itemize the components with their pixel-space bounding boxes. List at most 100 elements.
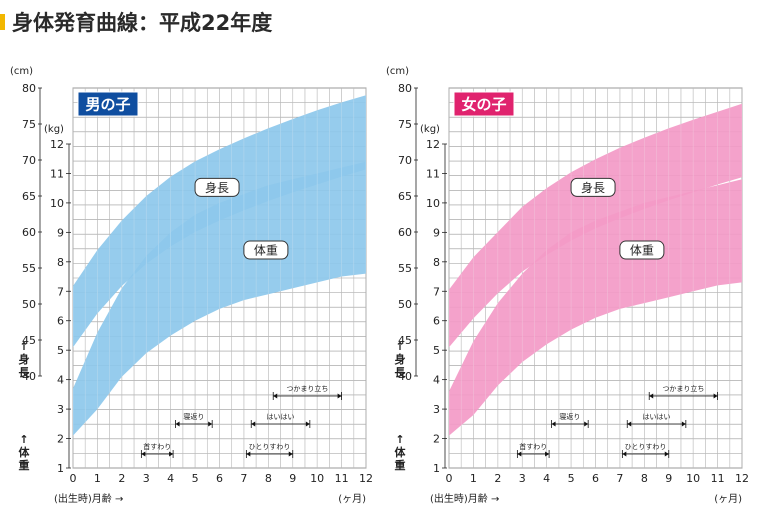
milestone-arrow-right	[208, 421, 213, 427]
milestone-arrow-left	[141, 451, 146, 457]
height-tick-label: 60	[398, 226, 412, 239]
height-tick-label: 70	[398, 154, 412, 167]
weight-unit: (kg)	[44, 124, 64, 135]
height-unit: (cm)	[386, 66, 409, 77]
milestone-arrow-right	[337, 393, 342, 399]
milestone-label: つかまり立ち	[286, 384, 328, 393]
x-tick-label: 5	[568, 472, 575, 485]
weight-tick-label: 3	[433, 403, 440, 416]
weight-tick-label: 11	[426, 167, 440, 180]
weight-tick-label: 10	[426, 197, 440, 210]
weight-tick-label: 11	[50, 167, 64, 180]
x-axis-title: (出生時)月齢 →	[430, 492, 499, 505]
milestone-arrow-left	[622, 451, 627, 457]
weight-tick-label: 7	[433, 285, 440, 298]
weight-tick-label: 4	[57, 374, 64, 387]
height-tick-label: 80	[398, 82, 412, 95]
badge-label: 男の子	[85, 96, 130, 114]
milestone-arrow-left	[273, 393, 278, 399]
height-band-label-box	[570, 177, 616, 197]
height-tick-label: 65	[398, 190, 412, 203]
weight-tick-label: 2	[433, 433, 440, 446]
milestone-arrow-left	[649, 393, 654, 399]
x-tick-label: 11	[335, 472, 349, 485]
weight-tick-label: 9	[57, 226, 64, 239]
height-axis-title: 長	[395, 366, 407, 379]
milestone-label: 寝返り	[183, 412, 204, 421]
milestone-label: はいはい	[267, 413, 295, 421]
weight-tick-label: 8	[57, 256, 64, 269]
x-axis-title: (出生時)月齢 →	[54, 492, 123, 505]
height-unit: (cm)	[10, 66, 33, 77]
x-tick-label: 8	[265, 472, 272, 485]
x-tick-label: 9	[289, 472, 296, 485]
boys-growth-chart: 身長体重男の子(cm)404550556065707580(kg)1234567…	[10, 66, 372, 505]
x-tick-label: 2	[118, 472, 125, 485]
milestone-label: ひとりすわり	[625, 443, 667, 451]
x-tick-label: 12	[359, 472, 372, 485]
height-tick-label: 55	[398, 262, 412, 275]
height-band-label: 身長	[581, 180, 605, 195]
weight-tick-label: 4	[433, 374, 440, 387]
weight-axis-title: 体	[19, 445, 31, 459]
milestone-arrow-left	[175, 421, 180, 427]
milestone-arrow-right	[288, 451, 293, 457]
weight-axis-title: 重	[395, 458, 406, 472]
title-bar: 身体発育曲線：平成22年度	[0, 4, 768, 35]
x-tick-label: 1	[94, 472, 101, 485]
girls-growth-chart: 身長体重女の子(cm)404550556065707580(kg)1234567…	[386, 66, 748, 505]
milestone-arrow-right	[169, 451, 174, 457]
milestone-arrow-left	[246, 451, 251, 457]
height-tick-label: 80	[22, 82, 36, 95]
weight-tick-label: 1	[57, 462, 64, 475]
height-tick-label: 45	[398, 334, 412, 347]
milestone-arrow-right	[545, 451, 550, 457]
height-axis-title: 身	[395, 352, 406, 366]
x-tick-label: 0	[70, 472, 77, 485]
milestone-arrow-left	[517, 451, 522, 457]
weight-tick-label: 5	[433, 344, 440, 357]
x-tick-label: 11	[711, 472, 725, 485]
height-tick-label: 60	[22, 226, 36, 239]
weight-tick-label: 3	[57, 403, 64, 416]
milestone-arrow-right	[305, 421, 310, 427]
x-tick-label: 0	[446, 472, 453, 485]
milestone-arrow-right	[681, 421, 686, 427]
x-tick-label: 12	[735, 472, 748, 485]
x-tick-label: 8	[641, 472, 648, 485]
height-band-label-box	[194, 177, 240, 197]
height-tick-label: 50	[22, 298, 36, 311]
height-axis-title: 長	[19, 366, 31, 379]
height-axis-title: ↑	[395, 340, 404, 353]
weight-band	[73, 161, 366, 436]
weight-axis-title: ↑	[395, 433, 404, 446]
x-unit: (ヶ月)	[338, 493, 366, 505]
title-accent-mark	[0, 14, 5, 30]
height-band	[73, 95, 366, 348]
x-tick-label: 4	[167, 472, 174, 485]
height-tick-label: 75	[398, 118, 412, 131]
milestone-arrow-right	[713, 393, 718, 399]
weight-tick-label: 10	[50, 197, 64, 210]
weight-tick-label: 8	[433, 256, 440, 269]
x-tick-label: 3	[143, 472, 150, 485]
height-tick-label: 50	[398, 298, 412, 311]
height-tick-label: 40	[398, 370, 412, 383]
x-tick-label: 6	[592, 472, 599, 485]
weight-tick-label: 6	[433, 315, 440, 328]
x-tick-label: 10	[310, 472, 324, 485]
x-unit: (ヶ月)	[714, 493, 742, 505]
weight-tick-label: 7	[57, 285, 64, 298]
weight-band	[449, 179, 742, 436]
x-tick-label: 5	[192, 472, 199, 485]
weight-axis-title: ↑	[19, 433, 28, 446]
weight-axis-title: 体	[395, 445, 407, 459]
page-title: 身体発育曲線：平成22年度	[12, 11, 273, 35]
weight-axis-title: 重	[19, 458, 30, 472]
height-axis-title: ↑	[19, 340, 28, 353]
milestone-arrow-left	[251, 421, 256, 427]
weight-tick-label: 12	[50, 138, 64, 151]
x-tick-label: 6	[216, 472, 223, 485]
x-tick-label: 10	[686, 472, 700, 485]
x-tick-label: 1	[470, 472, 477, 485]
